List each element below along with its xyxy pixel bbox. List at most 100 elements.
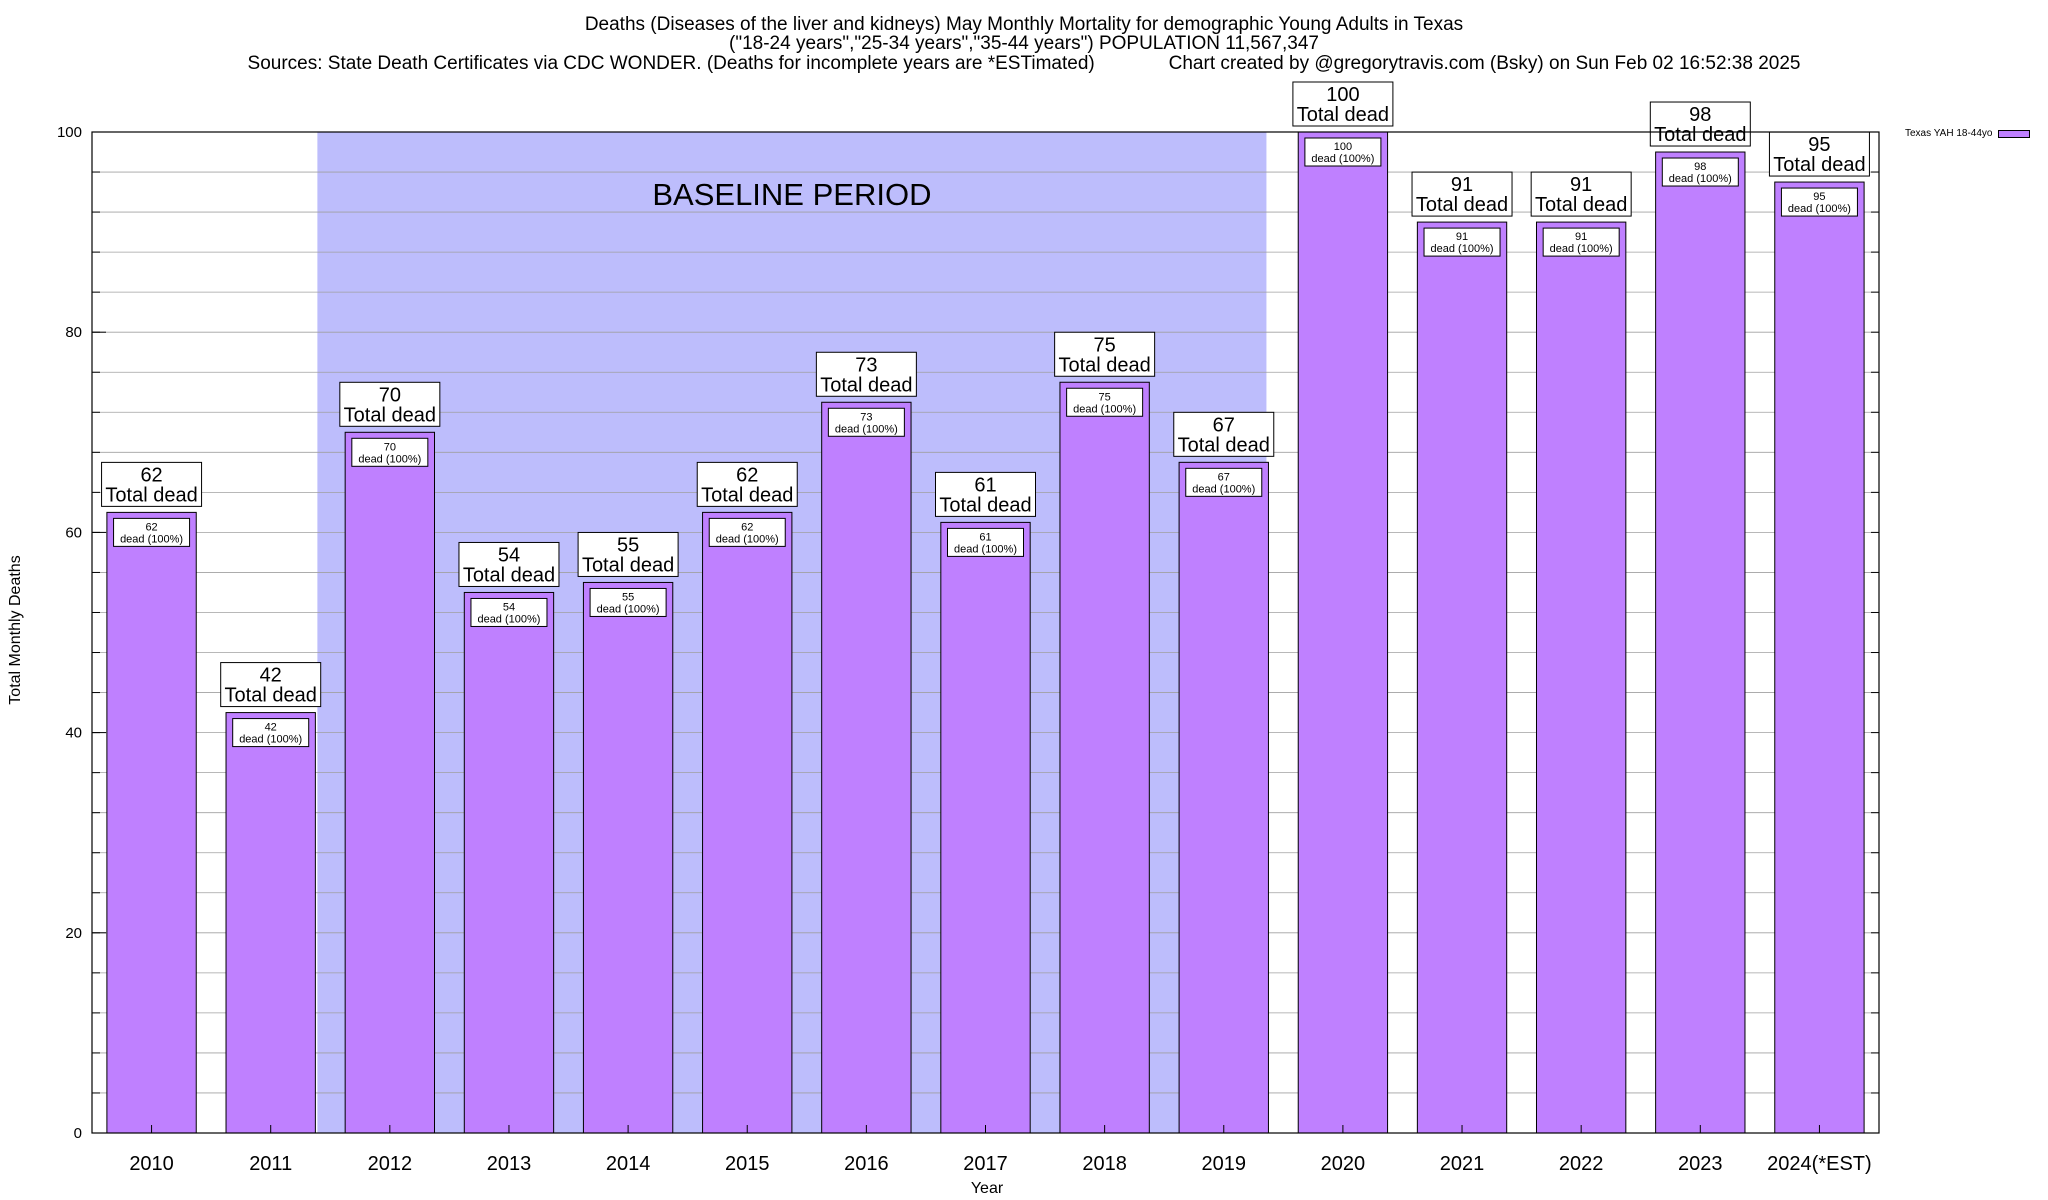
bar-top-label-box	[577, 531, 679, 577]
bar-top-label-box	[815, 351, 917, 397]
bar-inner-label-box	[589, 587, 667, 617]
x-tick-label: 2017	[963, 1153, 1008, 1175]
bar-inner-percent-label: dead (100%)	[239, 734, 302, 746]
bar-top-value-label: 91	[1451, 174, 1473, 196]
bar	[582, 581, 674, 1134]
bar-top-total-label: Total dead	[1535, 194, 1627, 216]
bar-inner-value-label: 98	[1694, 161, 1706, 173]
bar-inner-percent-label: dead (100%)	[835, 423, 898, 435]
bar-top-total-label: Total dead	[1058, 354, 1150, 376]
bar-top-label-box	[101, 461, 203, 507]
legend-swatch	[1998, 129, 2031, 138]
bar-top-value-label: 95	[1808, 134, 1830, 156]
x-tick-label: 2020	[1321, 1153, 1366, 1175]
bar-inner-label-box	[708, 517, 786, 547]
bar-inner-label-box	[1185, 467, 1263, 497]
bar-inner-value-label: 95	[1813, 191, 1825, 203]
x-tick-label: 2010	[129, 1153, 174, 1175]
chart-title-line-2: ("18-24 years","25-34 years","35-44 year…	[729, 33, 1319, 54]
baseline-period-label: BASELINE PERIOD	[652, 177, 931, 212]
bar-inner-value-label: 100	[1334, 141, 1352, 153]
bar-top-label-box	[1292, 81, 1394, 127]
bar-top-label-box	[1411, 171, 1513, 217]
bar-top-label-box	[458, 541, 560, 587]
bar	[702, 511, 793, 1134]
x-tick-label: 2021	[1440, 1153, 1485, 1175]
bar-top-total-label: Total dead	[820, 374, 912, 396]
bar-top-value-label: 61	[974, 474, 996, 496]
bar-top-value-label: 73	[855, 354, 877, 376]
bar-top-label-box	[1173, 411, 1275, 457]
bar-inner-value-label: 62	[741, 521, 753, 533]
bar-inner-label-box	[1661, 157, 1739, 187]
bar-top-total-label: Total dead	[1297, 104, 1389, 126]
bar-top-value-label: 100	[1326, 84, 1359, 106]
bar-inner-label-box	[232, 718, 310, 748]
bar-inner-value-label: 54	[503, 601, 515, 613]
bar-inner-value-label: 55	[622, 591, 634, 603]
bar-top-total-label: Total dead	[582, 554, 674, 576]
bar-top-total-label: Total dead	[701, 484, 793, 506]
bar	[344, 431, 436, 1134]
x-tick-label: 2023	[1678, 1153, 1723, 1175]
x-tick-label: 2022	[1559, 1153, 1604, 1175]
bar-inner-value-label: 91	[1456, 231, 1468, 243]
bar-inner-label-box	[827, 407, 905, 437]
y-tick-label: 40	[65, 725, 82, 742]
bar-inner-label-box	[113, 517, 191, 547]
y-tick-label: 80	[65, 324, 82, 341]
bar-inner-percent-label: dead (100%)	[954, 543, 1017, 555]
bar-top-value-label: 98	[1689, 104, 1711, 126]
bar-top-label-box	[935, 471, 1036, 517]
bar-top-value-label: 42	[260, 665, 282, 687]
bar	[1655, 151, 1746, 1134]
bar	[463, 591, 555, 1134]
y-tick-label: 100	[57, 124, 82, 141]
bar-top-value-label: 91	[1570, 174, 1592, 196]
bar	[1059, 381, 1150, 1134]
bar-top-value-label: 62	[736, 464, 758, 486]
bar-inner-value-label: 67	[1218, 471, 1230, 483]
bar-top-total-label: Total dead	[1178, 434, 1270, 456]
y-tick-label: 0	[74, 1125, 82, 1142]
bar-top-total-label: Total dead	[1654, 124, 1746, 146]
x-tick-label: 2012	[368, 1153, 413, 1175]
bar-top-label-box	[1530, 171, 1632, 217]
bar	[1774, 181, 1865, 1134]
bar-inner-value-label: 73	[860, 411, 872, 423]
bar-top-value-label: 54	[498, 544, 520, 566]
bar	[1178, 461, 1269, 1134]
bar-inner-percent-label: dead (100%)	[477, 613, 540, 625]
bar-top-value-label: 55	[617, 534, 639, 556]
bar-inner-value-label: 91	[1575, 231, 1587, 243]
bar-top-label-box	[1768, 131, 1870, 177]
bar-inner-label-box	[1066, 387, 1144, 417]
bar-inner-label-box	[351, 437, 429, 467]
bar-inner-value-label: 70	[384, 441, 396, 453]
bar-top-value-label: 70	[379, 384, 401, 406]
bar-inner-percent-label: dead (100%)	[1192, 483, 1255, 495]
bar-inner-value-label: 62	[145, 521, 157, 533]
bar-inner-percent-label: dead (100%)	[1311, 153, 1374, 165]
bar-inner-label-box	[1304, 137, 1382, 167]
bar	[1535, 221, 1627, 1134]
x-tick-label: 2011	[249, 1153, 292, 1175]
bar-top-total-label: Total dead	[1773, 154, 1865, 176]
bar-inner-percent-label: dead (100%)	[358, 453, 421, 465]
bar	[821, 401, 912, 1134]
bar-inner-label-box	[1780, 187, 1858, 217]
bar-top-value-label: 67	[1213, 414, 1235, 436]
bar-top-total-label: Total dead	[225, 685, 317, 707]
bar-top-total-label: Total dead	[463, 564, 555, 586]
x-tick-label: 2013	[487, 1153, 532, 1175]
bar-inner-percent-label: dead (100%)	[1431, 243, 1494, 255]
x-tick-label: 2015	[725, 1153, 770, 1175]
bar	[1297, 131, 1389, 1134]
bar-inner-percent-label: dead (100%)	[716, 533, 779, 545]
bar-inner-percent-label: dead (100%)	[1788, 203, 1851, 215]
legend: Texas YAH 18-44yo	[1905, 128, 2031, 139]
bar-top-label-box	[696, 461, 798, 507]
bar-inner-percent-label: dead (100%)	[120, 533, 183, 545]
y-tick-label: 20	[65, 925, 82, 942]
